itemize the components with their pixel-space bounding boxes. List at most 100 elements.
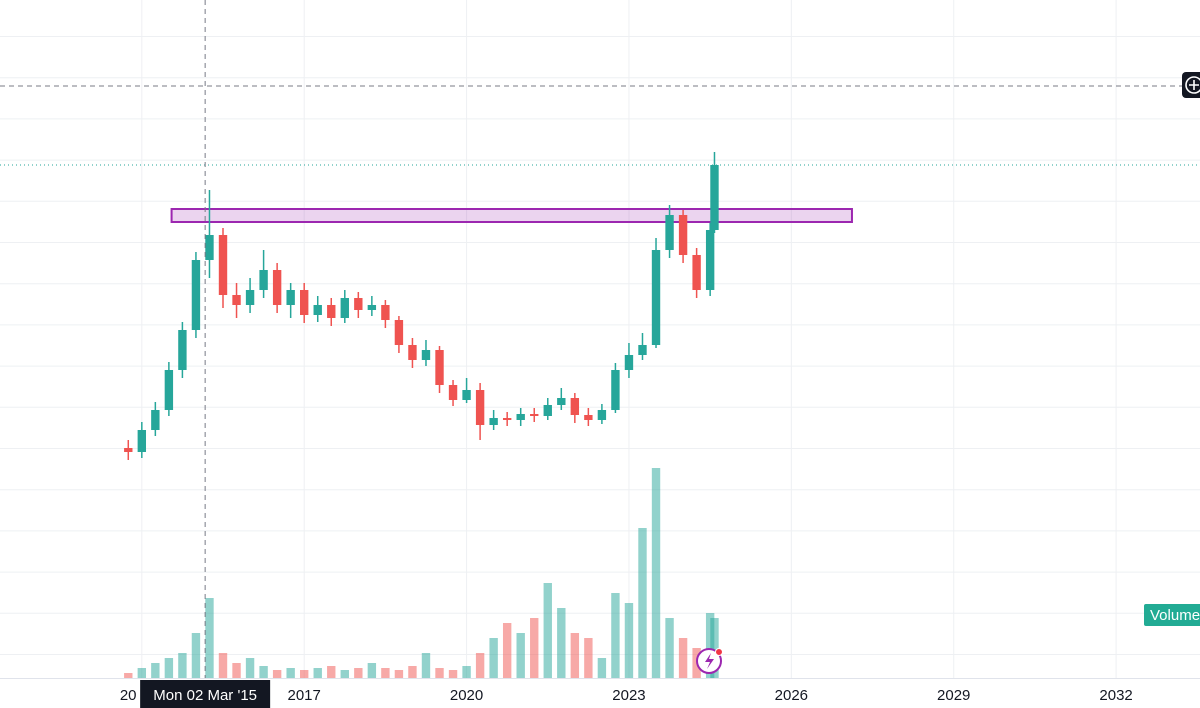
volume-bar <box>530 618 539 678</box>
volume-bar <box>462 666 471 678</box>
volume-bar <box>245 658 255 678</box>
volume-bar <box>178 653 187 678</box>
zone <box>170 208 853 223</box>
volume-bar <box>327 666 336 678</box>
volume-bar <box>300 670 309 678</box>
candle-body <box>367 305 377 310</box>
candle-body <box>543 405 552 416</box>
volume-bar <box>218 653 228 678</box>
volume-bar <box>570 633 580 678</box>
x-tick-label: 20 <box>120 687 137 704</box>
volume-bar <box>705 613 715 678</box>
candle-body <box>502 418 512 420</box>
volume-bar <box>475 653 485 678</box>
add-button-icon[interactable] <box>1185 76 1200 94</box>
candle-body <box>557 398 566 405</box>
volume-bar <box>624 603 634 678</box>
volume-bar <box>584 638 593 678</box>
x-tick-label: 2032 <box>1099 687 1132 704</box>
candle-body <box>313 305 322 315</box>
candle-body <box>381 305 390 320</box>
lightning-icon[interactable] <box>696 648 723 674</box>
volume-badge-label: Volume <box>1150 607 1200 624</box>
plot <box>0 0 1200 678</box>
volume-bar <box>137 668 147 678</box>
volume-bar <box>232 663 241 678</box>
volume-bar <box>557 608 566 678</box>
volume-badge-bg <box>1144 604 1200 626</box>
candle-body <box>435 350 444 385</box>
candle-body <box>462 390 471 400</box>
candle-body <box>624 355 634 370</box>
candle-body <box>665 215 674 250</box>
volume-bar <box>151 663 160 678</box>
candle-body <box>651 250 661 345</box>
x-tick-label: 2029 <box>937 687 970 704</box>
volume-bar <box>489 638 498 678</box>
volume-bar <box>340 670 349 678</box>
candle-body <box>232 295 241 305</box>
volume-bar <box>678 638 688 678</box>
grid <box>0 0 1200 678</box>
volume-bar <box>272 670 282 678</box>
candle-body <box>137 430 147 452</box>
volume-bar <box>651 468 661 678</box>
candle-body <box>705 230 715 290</box>
candle-body <box>259 270 268 290</box>
candle-body <box>245 290 255 305</box>
candle-body <box>394 320 404 345</box>
candle-body <box>475 390 485 425</box>
candle-body <box>300 290 309 315</box>
candle-body <box>272 270 282 305</box>
volume-bar <box>502 623 512 678</box>
candle-body <box>124 448 133 452</box>
volume-bar <box>164 658 174 678</box>
volume-bar <box>381 668 390 678</box>
candle-body <box>489 418 498 425</box>
candle-body <box>421 350 431 360</box>
volume-bar <box>710 618 719 678</box>
volume-bar <box>408 666 417 678</box>
volume-badge: Volume <box>1144 604 1200 626</box>
x-tick-label: 2017 <box>288 687 321 704</box>
volume-bar <box>421 653 431 678</box>
volume-bar <box>259 666 268 678</box>
add-button-plus[interactable] <box>1189 80 1199 90</box>
x-tick-label: 2026 <box>775 687 808 704</box>
candle-body <box>597 410 607 420</box>
volume-bar <box>597 658 607 678</box>
candle-body <box>678 215 688 255</box>
candle-body <box>692 255 701 290</box>
candle-body <box>516 414 525 420</box>
volume-bar <box>516 633 525 678</box>
x-axis: 20 2017 2020 2023 2026 2029 2032 Mon 02 Mar '15 <box>120 680 1133 708</box>
candle-body <box>340 298 349 318</box>
add-button[interactable] <box>1182 72 1200 98</box>
volume-bar <box>124 673 133 678</box>
crosshair-label-bg <box>140 680 271 708</box>
candle-body <box>191 260 201 330</box>
candle-body <box>408 345 417 360</box>
x-tick-label: 2020 <box>450 687 483 704</box>
candle-body <box>354 298 363 310</box>
volume-bar <box>394 670 404 678</box>
volume-bar <box>313 668 322 678</box>
candle-body <box>218 235 228 295</box>
notification-dot <box>715 648 723 656</box>
volume-bar <box>191 633 201 678</box>
candle-body <box>638 345 647 355</box>
candle-body <box>164 370 174 410</box>
crosshair-label: Mon 02 Mar '15 <box>153 687 257 704</box>
candle-body <box>205 235 214 260</box>
volume-bar <box>354 668 363 678</box>
lightning-bolt[interactable] <box>705 653 714 669</box>
volume-bar <box>367 663 377 678</box>
volume-bar <box>665 618 674 678</box>
candle-body <box>570 398 580 415</box>
candle-body <box>151 410 160 430</box>
volume-bar <box>205 598 214 678</box>
candle-body <box>178 330 187 370</box>
candle-body <box>286 290 295 305</box>
candle-body <box>327 305 336 318</box>
